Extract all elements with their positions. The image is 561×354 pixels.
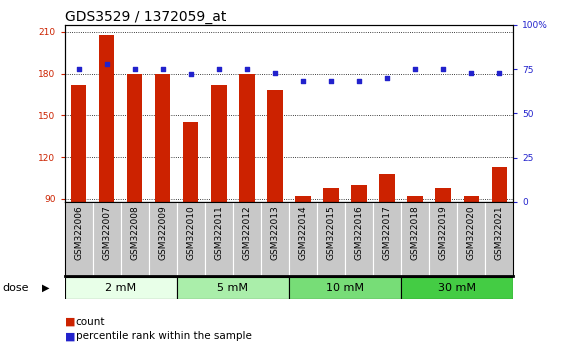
- Bar: [149, 202, 177, 276]
- Bar: [345, 202, 373, 276]
- Bar: [127, 74, 142, 202]
- Bar: [211, 85, 227, 202]
- Text: GSM322008: GSM322008: [130, 205, 139, 260]
- Bar: [177, 202, 205, 276]
- Bar: [205, 202, 233, 276]
- Text: dose: dose: [3, 283, 29, 293]
- Point: [242, 66, 251, 72]
- Text: percentile rank within the sample: percentile rank within the sample: [76, 331, 252, 341]
- Bar: [317, 202, 345, 276]
- Text: GSM322015: GSM322015: [327, 205, 335, 260]
- Point: [355, 79, 364, 84]
- Bar: [379, 174, 395, 202]
- Point: [411, 66, 420, 72]
- Bar: [351, 185, 367, 202]
- Bar: [485, 202, 513, 276]
- Bar: [407, 196, 423, 202]
- Text: ■: ■: [65, 331, 75, 341]
- Point: [495, 70, 504, 75]
- Text: 10 mM: 10 mM: [326, 283, 364, 293]
- Bar: [457, 202, 485, 276]
- Bar: [121, 202, 149, 276]
- Text: GSM322006: GSM322006: [74, 205, 83, 260]
- Bar: [177, 277, 289, 299]
- Bar: [401, 202, 429, 276]
- Text: ▶: ▶: [42, 283, 49, 293]
- Bar: [295, 196, 311, 202]
- Bar: [65, 202, 93, 276]
- Bar: [233, 202, 261, 276]
- Point: [102, 61, 111, 67]
- Text: GSM322020: GSM322020: [467, 205, 476, 260]
- Bar: [435, 188, 451, 202]
- Point: [383, 75, 392, 81]
- Text: 2 mM: 2 mM: [105, 283, 136, 293]
- Bar: [401, 277, 513, 299]
- Point: [158, 66, 167, 72]
- Text: GSM322018: GSM322018: [411, 205, 420, 260]
- Point: [74, 66, 83, 72]
- Text: GSM322014: GSM322014: [298, 205, 307, 260]
- Bar: [99, 35, 114, 202]
- Text: count: count: [76, 317, 105, 327]
- Text: ■: ■: [65, 317, 75, 327]
- Text: GSM322019: GSM322019: [439, 205, 448, 260]
- Text: 5 mM: 5 mM: [217, 283, 249, 293]
- Point: [298, 79, 307, 84]
- Bar: [267, 90, 283, 202]
- Bar: [261, 202, 289, 276]
- Bar: [463, 196, 479, 202]
- Text: GSM322009: GSM322009: [158, 205, 167, 260]
- Bar: [491, 167, 507, 202]
- Bar: [71, 85, 86, 202]
- Text: GSM322011: GSM322011: [214, 205, 223, 260]
- Text: GSM322021: GSM322021: [495, 205, 504, 260]
- Text: GSM322016: GSM322016: [355, 205, 364, 260]
- Point: [270, 70, 279, 75]
- Bar: [289, 202, 317, 276]
- Bar: [429, 202, 457, 276]
- Text: 30 mM: 30 mM: [438, 283, 476, 293]
- Point: [214, 66, 223, 72]
- Point: [327, 79, 335, 84]
- Bar: [289, 277, 401, 299]
- Bar: [183, 122, 199, 202]
- Point: [130, 66, 139, 72]
- Text: GSM322007: GSM322007: [102, 205, 111, 260]
- Bar: [373, 202, 401, 276]
- Point: [439, 66, 448, 72]
- Bar: [155, 74, 171, 202]
- Point: [186, 72, 195, 77]
- Point: [467, 70, 476, 75]
- Text: GSM322010: GSM322010: [186, 205, 195, 260]
- Text: GSM322017: GSM322017: [383, 205, 392, 260]
- Bar: [239, 74, 255, 202]
- Bar: [323, 188, 339, 202]
- Text: GSM322012: GSM322012: [242, 205, 251, 260]
- Text: GSM322013: GSM322013: [270, 205, 279, 260]
- Bar: [93, 202, 121, 276]
- Text: GDS3529 / 1372059_at: GDS3529 / 1372059_at: [65, 10, 226, 24]
- Bar: [65, 277, 177, 299]
